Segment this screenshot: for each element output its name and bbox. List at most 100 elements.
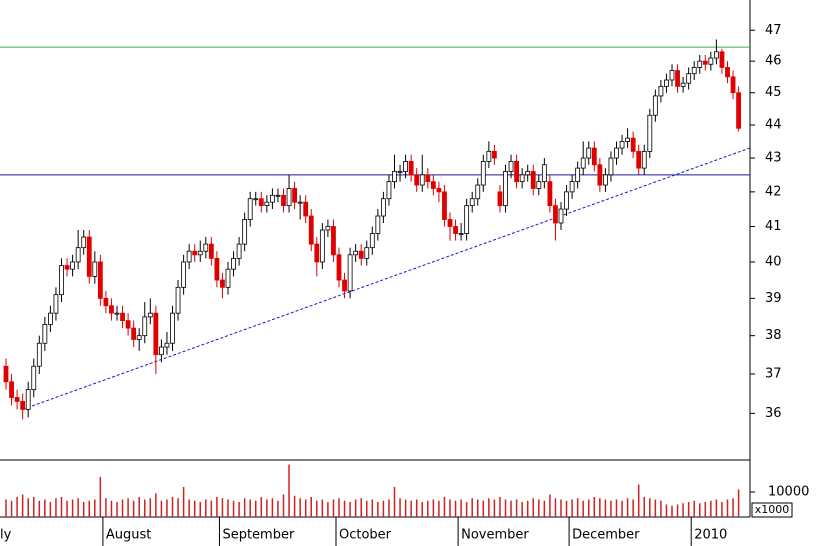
candle-body	[192, 250, 198, 256]
candle-body	[186, 250, 192, 263]
candle-body	[225, 268, 231, 288]
candle-body	[92, 261, 98, 277]
candle-body	[719, 51, 725, 68]
candle-body	[530, 171, 536, 189]
candle-body	[342, 279, 347, 292]
candle-body	[231, 257, 236, 270]
candle-body	[397, 171, 403, 173]
candle-body	[59, 265, 64, 296]
candle-body	[253, 198, 259, 201]
candle-body	[553, 205, 558, 224]
candle-body	[491, 150, 497, 159]
candle-body	[392, 171, 397, 183]
candle-body	[447, 219, 453, 227]
x-tick-label: 2010	[694, 528, 727, 543]
candle-body	[658, 85, 664, 97]
candle-body	[636, 150, 642, 169]
volume-tick-label: 10000	[768, 485, 809, 500]
candle-body	[81, 236, 87, 249]
candle-body	[97, 261, 103, 299]
candle-body	[353, 250, 359, 256]
volume-unit: x1000	[755, 503, 790, 516]
candle-body	[541, 164, 547, 183]
candle-body	[103, 297, 109, 307]
candle-body	[247, 198, 253, 220]
candle-body	[558, 208, 564, 224]
candle-body	[336, 254, 342, 281]
candle-body	[736, 92, 741, 129]
candle-body	[147, 312, 153, 318]
unit-box	[751, 502, 793, 518]
candle-body	[486, 150, 492, 162]
candle-body	[480, 160, 486, 186]
candle-body	[647, 114, 653, 152]
candle-body	[514, 160, 519, 183]
candle-body	[36, 342, 42, 367]
candle-body	[664, 79, 669, 87]
candle-body	[297, 201, 303, 204]
candle-body	[20, 401, 26, 410]
candle-body	[641, 150, 647, 169]
candle-body	[630, 137, 636, 152]
y-tick-label: 46	[765, 54, 782, 69]
candle-body	[181, 261, 187, 288]
candle-body	[86, 236, 92, 277]
candle-body	[136, 335, 142, 340]
candle-body	[675, 70, 680, 87]
candle-body	[308, 215, 314, 245]
candle-body	[258, 198, 264, 207]
candle-body	[281, 194, 286, 207]
y-tick-label: 37	[765, 366, 782, 381]
candle-body	[597, 164, 603, 186]
candle-body	[603, 174, 608, 186]
candle-body	[314, 243, 320, 263]
candle-body	[714, 51, 719, 59]
candle-body	[31, 365, 37, 391]
candle-body	[591, 147, 597, 166]
candle-body	[3, 365, 9, 383]
candle-body	[158, 346, 164, 356]
candle-body	[242, 219, 248, 245]
candle-body	[497, 191, 503, 207]
candle-body	[25, 389, 31, 410]
candle-body	[325, 226, 331, 231]
candle-body	[358, 250, 364, 259]
candle-body	[525, 171, 531, 176]
candle-body	[458, 233, 464, 235]
candle-body	[109, 305, 114, 314]
candle-body	[625, 137, 630, 142]
y-tick-label: 44	[765, 118, 782, 133]
candle-body	[331, 226, 336, 256]
candle-body	[203, 243, 209, 252]
candle-body	[669, 70, 675, 81]
candle-body	[425, 174, 431, 183]
candle-body	[536, 181, 542, 189]
y-tick-label: 42	[765, 184, 782, 199]
candle-body	[436, 188, 442, 193]
candle-body	[614, 147, 619, 159]
candle-body	[175, 286, 181, 314]
candle-body	[419, 174, 425, 186]
candle-body	[42, 323, 48, 344]
candle-body	[730, 76, 736, 94]
candle-body	[208, 243, 214, 259]
candle-body	[702, 60, 708, 65]
candle-body	[608, 157, 614, 176]
candle-body	[292, 188, 298, 203]
y-tick-label: 38	[765, 328, 782, 343]
candle-body	[519, 174, 525, 183]
candle-body	[164, 342, 170, 348]
candle-body	[170, 312, 175, 344]
candle-body	[547, 181, 553, 207]
candle-body	[70, 261, 75, 270]
candle-body	[364, 247, 370, 259]
candle-body	[386, 181, 392, 200]
candle-body	[236, 243, 242, 259]
candle-body	[9, 381, 14, 398]
y-tick-label: 43	[765, 151, 782, 166]
candle-body	[442, 191, 447, 220]
y-tick-label: 39	[765, 291, 782, 306]
x-tick-label: ly	[0, 528, 12, 543]
candle-body	[403, 160, 409, 172]
